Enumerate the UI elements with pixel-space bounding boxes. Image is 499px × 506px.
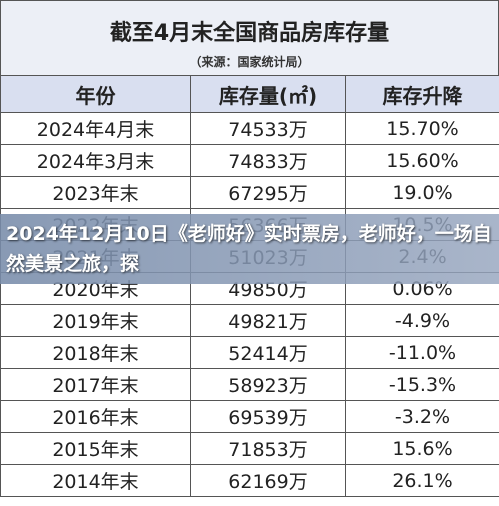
column-header: 库存量(㎡) bbox=[190, 75, 346, 113]
table-cell: 74833万 bbox=[190, 144, 346, 177]
column-header: 库存升降 bbox=[345, 75, 499, 113]
table-cell: -15.3% bbox=[345, 368, 499, 401]
table-cell: 69539万 bbox=[190, 400, 346, 433]
header-row: 年份 库存量(㎡) 库存升降 bbox=[0, 75, 499, 113]
table-cell: 19.0% bbox=[345, 176, 499, 209]
table-row: 2017年末 58923万 -15.3% bbox=[0, 368, 499, 401]
table-row: 2018年末 52414万 -11.0% bbox=[0, 336, 499, 369]
table-cell: 2014年末 bbox=[0, 464, 191, 497]
table-cell: 26.1% bbox=[345, 464, 499, 497]
table-row: 2024年4月末 74533万 15.70% bbox=[0, 112, 499, 145]
table-cell: -11.0% bbox=[345, 336, 499, 369]
table-row: 2016年末 69539万 -3.2% bbox=[0, 400, 499, 433]
table-row: 2014年末 62169万 26.1% bbox=[0, 464, 499, 497]
table-row: 2024年3月末 74833万 15.60% bbox=[0, 144, 499, 177]
table-cell: 2024年3月末 bbox=[0, 144, 191, 177]
column-header: 年份 bbox=[0, 75, 191, 113]
table-cell: 2015年末 bbox=[0, 432, 191, 465]
table-row: 2015年末 71853万 15.6% bbox=[0, 432, 499, 465]
table-cell: 15.60% bbox=[345, 144, 499, 177]
table-cell: -4.9% bbox=[345, 304, 499, 337]
table-cell: 15.6% bbox=[345, 432, 499, 465]
overlay-banner[interactable]: 2024年12月10日《老师好》实时票房，老师好，一场自然美景之旅，探 bbox=[0, 214, 499, 284]
table-row: 2019年末 49821万 -4.9% bbox=[0, 304, 499, 337]
table-cell: 49821万 bbox=[190, 304, 346, 337]
table-cell: 67295万 bbox=[190, 176, 346, 209]
subtitle: （来源：国家统计局） bbox=[189, 55, 310, 69]
table-cell: 2016年末 bbox=[0, 400, 191, 433]
title: 截至4月末全国商品房库存量 bbox=[109, 21, 390, 46]
table-cell: 2017年末 bbox=[0, 368, 191, 401]
table-cell: 2019年末 bbox=[0, 304, 191, 337]
table-cell: 2018年末 bbox=[0, 336, 191, 369]
table-cell: 15.70% bbox=[345, 112, 499, 145]
table-header: 截至4月末全国商品房库存量 （来源：国家统计局） bbox=[0, 0, 499, 76]
table-row: 2023年末 67295万 19.0% bbox=[0, 176, 499, 209]
table-cell: 2023年末 bbox=[0, 176, 191, 209]
table-body: 2024年4月末 74533万 15.70% 2024年3月末 74833万 15.60%… bbox=[0, 112, 499, 497]
table-cell: -3.2% bbox=[345, 400, 499, 433]
inventory-table: 年份 库存量(㎡) 库存升降 2024年4月末 74533万 15.70% 2024年3月… bbox=[0, 75, 499, 497]
table-cell: 71853万 bbox=[190, 432, 346, 465]
table-cell: 52414万 bbox=[190, 336, 346, 369]
table-cell: 74533万 bbox=[190, 112, 346, 145]
table-cell: 2024年4月末 bbox=[0, 112, 191, 145]
table-cell: 58923万 bbox=[190, 368, 346, 401]
table-cell: 62169万 bbox=[190, 464, 346, 497]
